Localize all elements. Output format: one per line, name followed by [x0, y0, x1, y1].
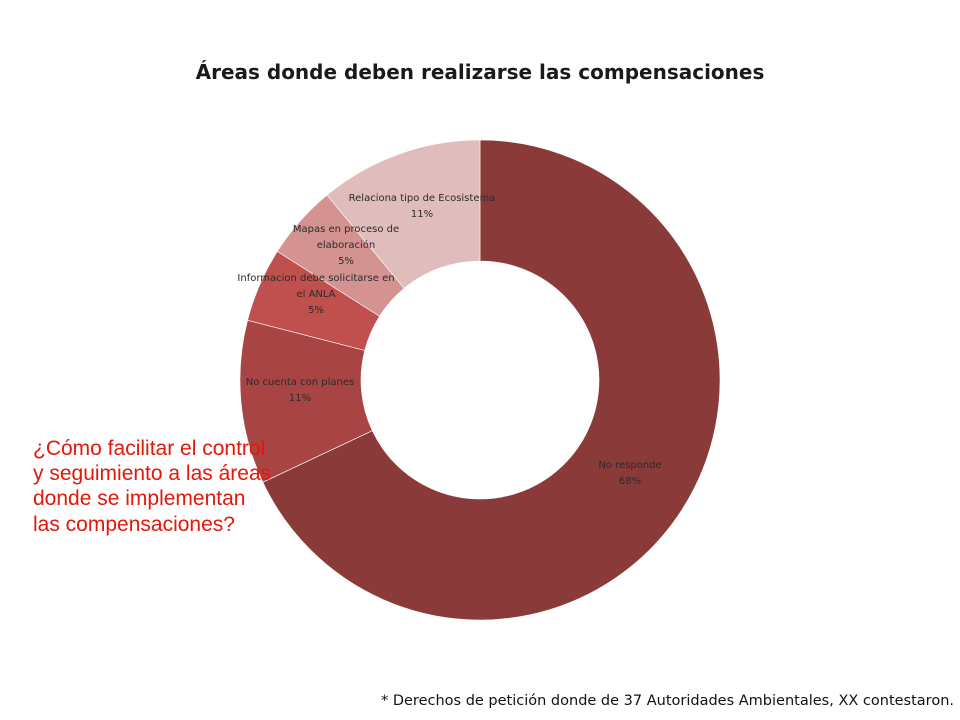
slice-value-label: 68%	[619, 476, 641, 487]
slice-label-line: elaboración	[317, 239, 376, 251]
donut-slice-4	[326, 139, 481, 289]
slice-label-0: No responde 68%	[598, 460, 661, 487]
slice-label-line: Informacion debe solicitarse en	[237, 273, 394, 284]
slice-value-label: 11%	[289, 393, 311, 404]
slice-label-2: Informacion debe solicitarse en el ANLA 5%	[237, 273, 394, 316]
slice-value-label: 5%	[308, 305, 324, 316]
slice-label-1: No cuenta con planes 11%	[246, 377, 354, 404]
slice-labels: No responde 68% No cuenta con planes 11% Inf…	[237, 193, 661, 487]
slice-value-label: 11%	[411, 209, 433, 220]
slice-label-line: No cuenta con planes	[246, 377, 354, 388]
slice-label-4: Relaciona tipo de Ecosistema 11%	[349, 193, 496, 220]
slice-label-line: el ANLA	[296, 289, 335, 300]
slice-label-line: Mapas en proceso de	[293, 224, 399, 235]
slice-value-label: 5%	[338, 256, 354, 267]
donut-slice-0	[262, 139, 721, 621]
slice-label-line: Relaciona tipo de Ecosistema	[349, 193, 496, 204]
chart-title: Áreas donde deben realizarse las compens…	[195, 60, 765, 84]
donut-slices	[239, 139, 721, 621]
footnote: * Derechos de petición donde de 37 Autor…	[380, 693, 954, 709]
slice-label-3: Mapas en proceso de elaboración 5%	[293, 224, 399, 267]
question-text: ¿Cómo facilitar el control y seguimiento…	[33, 437, 272, 536]
slice-label-line: No responde	[598, 460, 661, 471]
